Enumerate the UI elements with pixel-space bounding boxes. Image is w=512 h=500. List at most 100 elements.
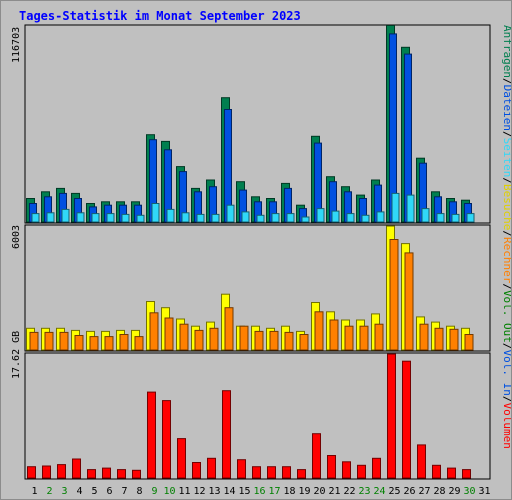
bar-volumen-18 <box>282 466 291 479</box>
bar-volumen-19 <box>297 469 306 479</box>
y-max-label-middle: 6003 <box>11 225 22 249</box>
bar-volumen-16 <box>252 466 261 479</box>
x-tick-label-25: 25 <box>388 486 400 497</box>
x-tick-label-28: 28 <box>433 486 445 497</box>
bar-rechner-4 <box>74 335 84 351</box>
y-max-label-bottom: 17.62 GB <box>11 331 22 379</box>
bar-rechner-18 <box>284 331 294 351</box>
bar-volumen-8 <box>132 469 141 479</box>
panel-top <box>24 24 491 224</box>
x-tick-label-5: 5 <box>91 486 97 497</box>
bar-rechner-29 <box>449 328 459 351</box>
x-tick-label-11: 11 <box>178 486 190 497</box>
legend-segment: / <box>501 177 511 184</box>
legend-segment: / <box>501 230 511 237</box>
bar-seiten-25 <box>391 192 400 223</box>
bar-volumen-4 <box>72 458 81 479</box>
bar-rechner-28 <box>434 327 444 351</box>
bar-volumen-9 <box>147 391 156 479</box>
bar-rechner-9 <box>149 312 159 351</box>
legend-segment: Volumen <box>501 403 511 449</box>
bar-seiten-28 <box>436 213 445 223</box>
legend-segment: Vol. Out <box>501 290 511 343</box>
bar-volumen-25 <box>387 353 396 479</box>
legend-segment: Seiten <box>501 138 511 178</box>
legend-segment: Rechner <box>501 237 511 284</box>
bar-rechner-30 <box>464 334 474 351</box>
bar-rechner-6 <box>104 336 114 351</box>
legend-segment: Dateien <box>501 85 511 131</box>
bar-seiten-21 <box>331 210 340 223</box>
bar-seiten-11 <box>181 212 190 223</box>
bar-volumen-21 <box>327 455 336 479</box>
bar-volumen-10 <box>162 400 171 479</box>
x-tick-label-19: 19 <box>298 486 310 497</box>
bar-seiten-6 <box>106 213 115 223</box>
bar-rechner-12 <box>194 329 204 351</box>
x-tick-label-27: 27 <box>418 486 430 497</box>
bar-seiten-14 <box>226 204 235 223</box>
x-tick-label-23: 23 <box>358 486 370 497</box>
bar-seiten-20 <box>316 208 325 223</box>
bar-rechner-14 <box>224 307 234 351</box>
bar-rechner-17 <box>269 330 279 351</box>
legend-segment: / <box>501 396 511 403</box>
bar-volumen-22 <box>342 461 351 479</box>
bar-seiten-24 <box>376 211 385 223</box>
bar-seiten-19 <box>301 216 310 223</box>
bar-seiten-12 <box>196 213 205 223</box>
bar-volumen-26 <box>402 360 411 479</box>
bar-seiten-29 <box>451 213 460 223</box>
bar-volumen-29 <box>447 467 456 479</box>
x-tick-label-10: 10 <box>163 486 175 497</box>
x-tick-label-6: 6 <box>106 486 112 497</box>
x-tick-label-9: 9 <box>151 486 157 497</box>
bar-seiten-30 <box>466 213 475 223</box>
bar-volumen-20 <box>312 433 321 479</box>
x-tick-label-22: 22 <box>343 486 355 497</box>
bar-volumen-24 <box>372 457 381 479</box>
bar-seiten-2 <box>46 212 55 223</box>
x-tick-label-30: 30 <box>463 486 475 497</box>
x-tick-label-8: 8 <box>136 486 142 497</box>
bar-rechner-2 <box>44 331 54 351</box>
bar-rechner-1 <box>29 331 39 351</box>
bar-seiten-23 <box>361 214 370 223</box>
bar-seiten-13 <box>211 213 220 223</box>
x-tick-label-21: 21 <box>328 486 340 497</box>
bar-volumen-23 <box>357 464 366 479</box>
chart-title: Tages-Statistik im Monat September 2023 <box>19 9 301 23</box>
bar-volumen-28 <box>432 464 441 479</box>
bar-volumen-7 <box>117 469 126 479</box>
bar-seiten-22 <box>346 213 355 223</box>
bar-rechner-24 <box>374 323 384 351</box>
x-tick-label-14: 14 <box>223 486 235 497</box>
bar-seiten-8 <box>136 214 145 223</box>
bar-seiten-15 <box>241 211 250 223</box>
x-tick-label-13: 13 <box>208 486 220 497</box>
bar-rechner-22 <box>344 325 354 351</box>
legend-segment: Anfragen <box>501 25 511 78</box>
legend-segment: / <box>501 131 511 138</box>
bar-rechner-26 <box>404 252 414 351</box>
x-tick-label-26: 26 <box>403 486 415 497</box>
bar-seiten-10 <box>166 208 175 223</box>
x-tick-label-15: 15 <box>238 486 250 497</box>
bar-volumen-27 <box>417 444 426 479</box>
panel-bottom <box>24 352 491 480</box>
bar-volumen-1 <box>27 466 36 479</box>
x-tick-label-4: 4 <box>76 486 82 497</box>
bar-seiten-26 <box>406 194 415 223</box>
bar-rechner-23 <box>359 325 369 351</box>
bar-volumen-6 <box>102 467 111 479</box>
legend-segment: Besuche <box>501 184 511 230</box>
bar-rechner-7 <box>119 334 129 351</box>
bar-rechner-25 <box>389 239 399 351</box>
bar-seiten-18 <box>286 213 295 223</box>
bar-rechner-13 <box>209 327 219 351</box>
bar-rechner-15 <box>239 325 249 351</box>
legend-segment: / <box>501 343 511 350</box>
bar-rechner-11 <box>179 323 189 351</box>
bar-seiten-7 <box>121 213 130 223</box>
bar-rechner-19 <box>299 334 309 351</box>
